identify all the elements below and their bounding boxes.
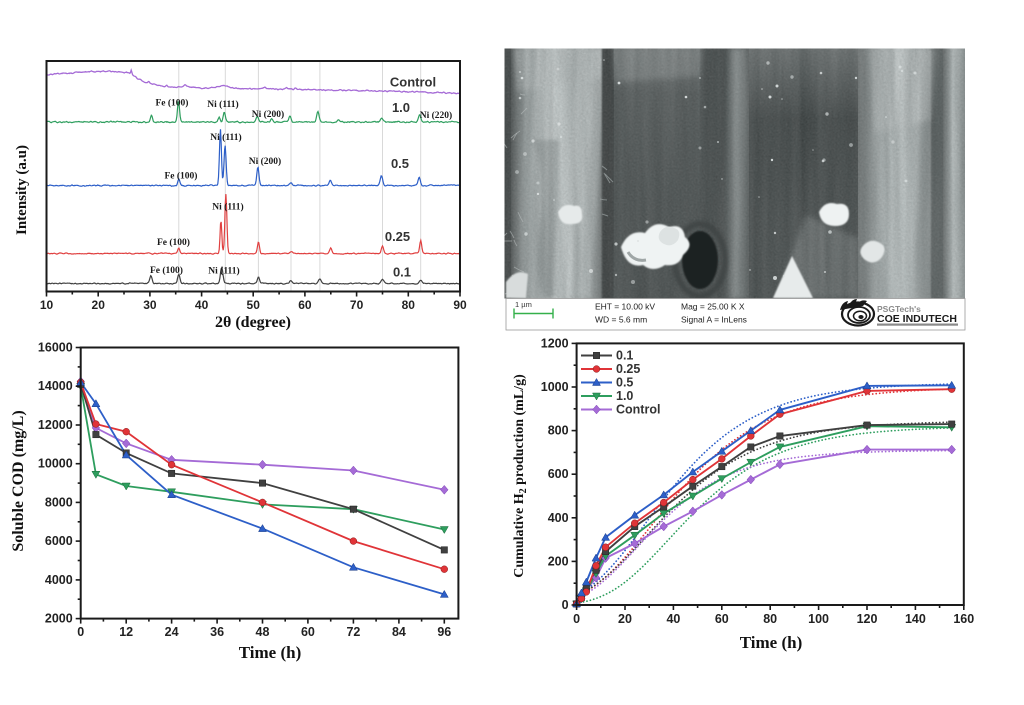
- svg-text:0: 0: [77, 625, 84, 639]
- svg-text:60: 60: [301, 625, 315, 639]
- svg-text:60: 60: [298, 298, 312, 312]
- svg-text:EHT = 10.00 kV: EHT = 10.00 kV: [595, 302, 655, 312]
- svg-text:800: 800: [548, 424, 569, 438]
- svg-text:Fe (100): Fe (100): [165, 171, 198, 182]
- svg-text:Ni (111): Ni (111): [210, 132, 241, 143]
- svg-text:WD = 5.6 mm: WD = 5.6 mm: [595, 315, 647, 325]
- svg-text:80: 80: [402, 298, 416, 312]
- svg-text:2000: 2000: [45, 612, 73, 626]
- svg-text:160: 160: [953, 612, 974, 626]
- svg-text:80: 80: [763, 612, 777, 626]
- svg-text:72: 72: [346, 625, 360, 639]
- svg-text:40: 40: [195, 298, 209, 312]
- svg-text:Control: Control: [390, 75, 436, 90]
- svg-text:12000: 12000: [38, 418, 73, 432]
- svg-text:10000: 10000: [38, 457, 73, 471]
- svg-text:1.0: 1.0: [392, 100, 410, 115]
- svg-text:200: 200: [548, 554, 569, 568]
- svg-text:84: 84: [392, 625, 406, 639]
- svg-text:COE INDUTECH: COE INDUTECH: [877, 313, 957, 325]
- svg-text:0.5: 0.5: [391, 156, 409, 171]
- svg-text:1.0: 1.0: [616, 389, 633, 403]
- svg-text:14000: 14000: [38, 379, 73, 393]
- svg-text:0: 0: [573, 612, 580, 626]
- svg-text:24: 24: [165, 625, 179, 639]
- svg-text:Time (h): Time (h): [740, 633, 803, 652]
- svg-text:0.1: 0.1: [616, 349, 633, 363]
- svg-text:1 µm: 1 µm: [515, 300, 532, 309]
- svg-text:0.1: 0.1: [393, 265, 411, 280]
- svg-text:0: 0: [562, 598, 569, 612]
- svg-text:Ni (220): Ni (220): [420, 110, 452, 121]
- svg-text:PSGTech's: PSGTech's: [877, 304, 921, 314]
- svg-text:8000: 8000: [45, 495, 73, 509]
- svg-text:0.5: 0.5: [616, 376, 633, 390]
- svg-text:Intensity (a.u): Intensity (a.u): [14, 145, 30, 235]
- svg-text:10: 10: [40, 298, 54, 312]
- svg-text:20: 20: [92, 298, 106, 312]
- svg-text:Ni (111): Ni (111): [212, 202, 243, 213]
- svg-text:30: 30: [143, 298, 157, 312]
- svg-text:Fe (100): Fe (100): [150, 265, 183, 276]
- svg-text:40: 40: [666, 612, 680, 626]
- svg-text:Control: Control: [616, 403, 660, 417]
- svg-text:Cumulative H2 production (mL/g: Cumulative H2 production (mL/g): [512, 374, 529, 578]
- svg-text:600: 600: [548, 467, 569, 481]
- svg-text:12: 12: [119, 625, 133, 639]
- svg-text:Fe (100): Fe (100): [157, 237, 190, 248]
- svg-text:400: 400: [548, 511, 569, 525]
- svg-text:60: 60: [715, 612, 729, 626]
- svg-text:20: 20: [618, 612, 632, 626]
- svg-text:90: 90: [453, 298, 467, 312]
- svg-text:96: 96: [437, 625, 451, 639]
- svg-text:0.25: 0.25: [385, 229, 410, 244]
- svg-text:48: 48: [256, 625, 270, 639]
- svg-text:Fe (100): Fe (100): [156, 98, 189, 109]
- svg-text:Ni (111): Ni (111): [208, 266, 239, 277]
- svg-text:120: 120: [857, 612, 878, 626]
- svg-text:1000: 1000: [541, 380, 569, 394]
- svg-text:Mag = 25.00 K X: Mag = 25.00 K X: [681, 302, 745, 312]
- svg-text:100: 100: [808, 612, 829, 626]
- svg-text:4000: 4000: [45, 573, 73, 587]
- svg-text:50: 50: [247, 298, 261, 312]
- svg-text:Signal A = InLens: Signal A = InLens: [681, 315, 747, 325]
- svg-text:2θ (degree): 2θ (degree): [215, 314, 291, 331]
- svg-text:Ni (111): Ni (111): [207, 99, 238, 110]
- svg-text:Time (h): Time (h): [239, 643, 302, 662]
- svg-text:Ni (200): Ni (200): [249, 156, 281, 167]
- svg-text:1200: 1200: [541, 336, 569, 350]
- svg-text:0.25: 0.25: [616, 362, 640, 376]
- svg-text:Soluble COD (mg/L): Soluble COD (mg/L): [10, 410, 27, 551]
- svg-text:6000: 6000: [45, 534, 73, 548]
- svg-text:70: 70: [350, 298, 364, 312]
- svg-text:36: 36: [210, 625, 224, 639]
- svg-text:16000: 16000: [38, 341, 73, 355]
- svg-text:140: 140: [905, 612, 926, 626]
- svg-text:Ni (200): Ni (200): [252, 109, 284, 120]
